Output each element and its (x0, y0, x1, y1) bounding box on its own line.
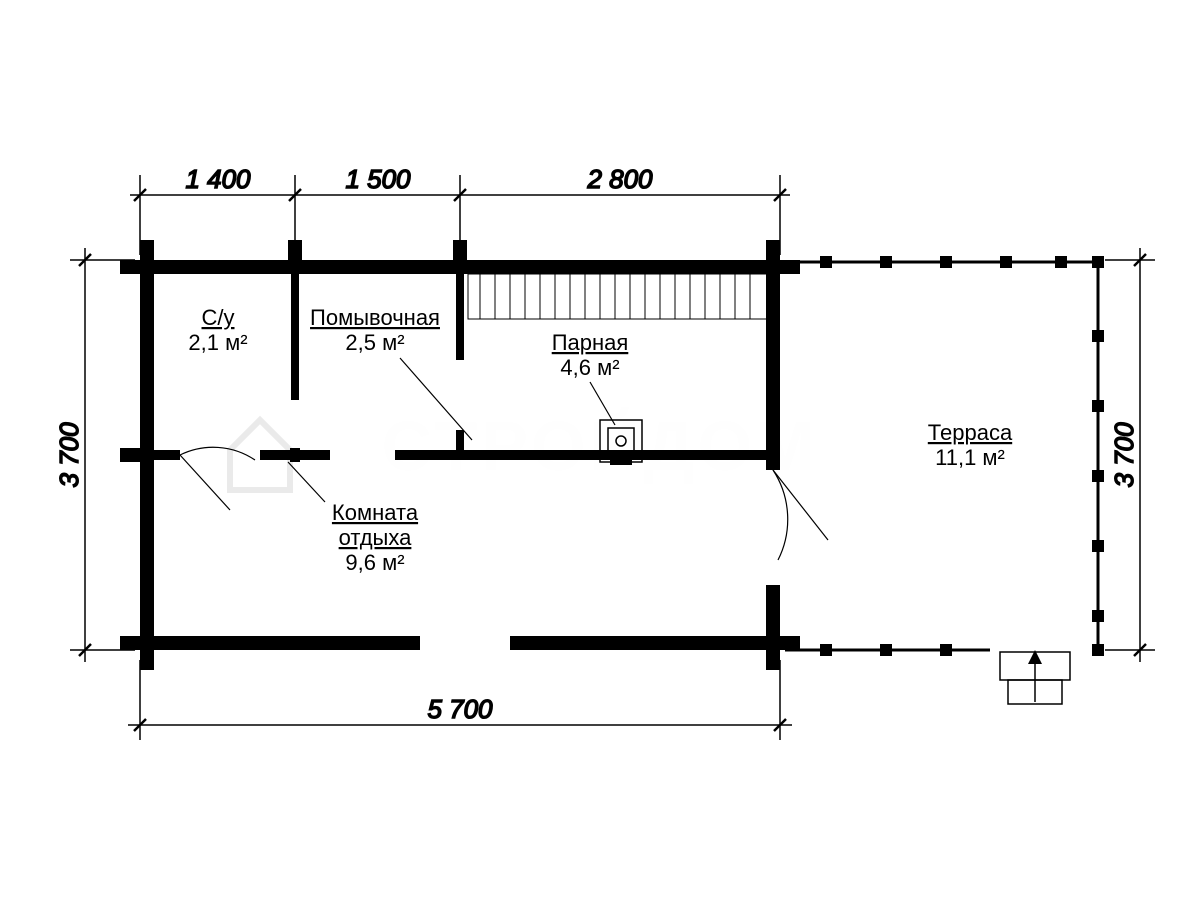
room-rest-name-2: отдыха (339, 525, 413, 550)
room-su-name: С/у (202, 305, 235, 330)
floor-plan-diagram: СТРОЙДОМ 1 400 1 500 2 800 (0, 0, 1200, 900)
room-terrace-area: 11,1 м² (935, 445, 1005, 470)
sauna-bench (468, 274, 768, 319)
watermark: СТРОЙДОМ (230, 406, 818, 490)
dim-bottom: 5 700 (128, 660, 792, 740)
dim-right-label: 3 700 (1109, 422, 1139, 488)
entrance-steps (1000, 650, 1070, 704)
room-rest-name-1: Комната (332, 500, 419, 525)
room-rest-area: 9,6 м² (345, 550, 404, 575)
room-su-area: 2,1 м² (188, 330, 247, 355)
room-wash-name: Помывочная (310, 305, 440, 330)
room-terrace-name: Терраса (928, 420, 1013, 445)
dim-left-label: 3 700 (54, 422, 84, 488)
dim-top-1: 1 400 (185, 164, 251, 194)
dim-top-2: 1 500 (345, 164, 411, 194)
room-steam-name: Парная (552, 330, 629, 355)
dim-right: 3 700 (1105, 248, 1155, 662)
dim-top-3: 2 800 (586, 164, 653, 194)
room-steam-area: 4,6 м² (560, 355, 619, 380)
room-wash-area: 2,5 м² (345, 330, 404, 355)
dim-bottom-label: 5 700 (427, 694, 493, 724)
